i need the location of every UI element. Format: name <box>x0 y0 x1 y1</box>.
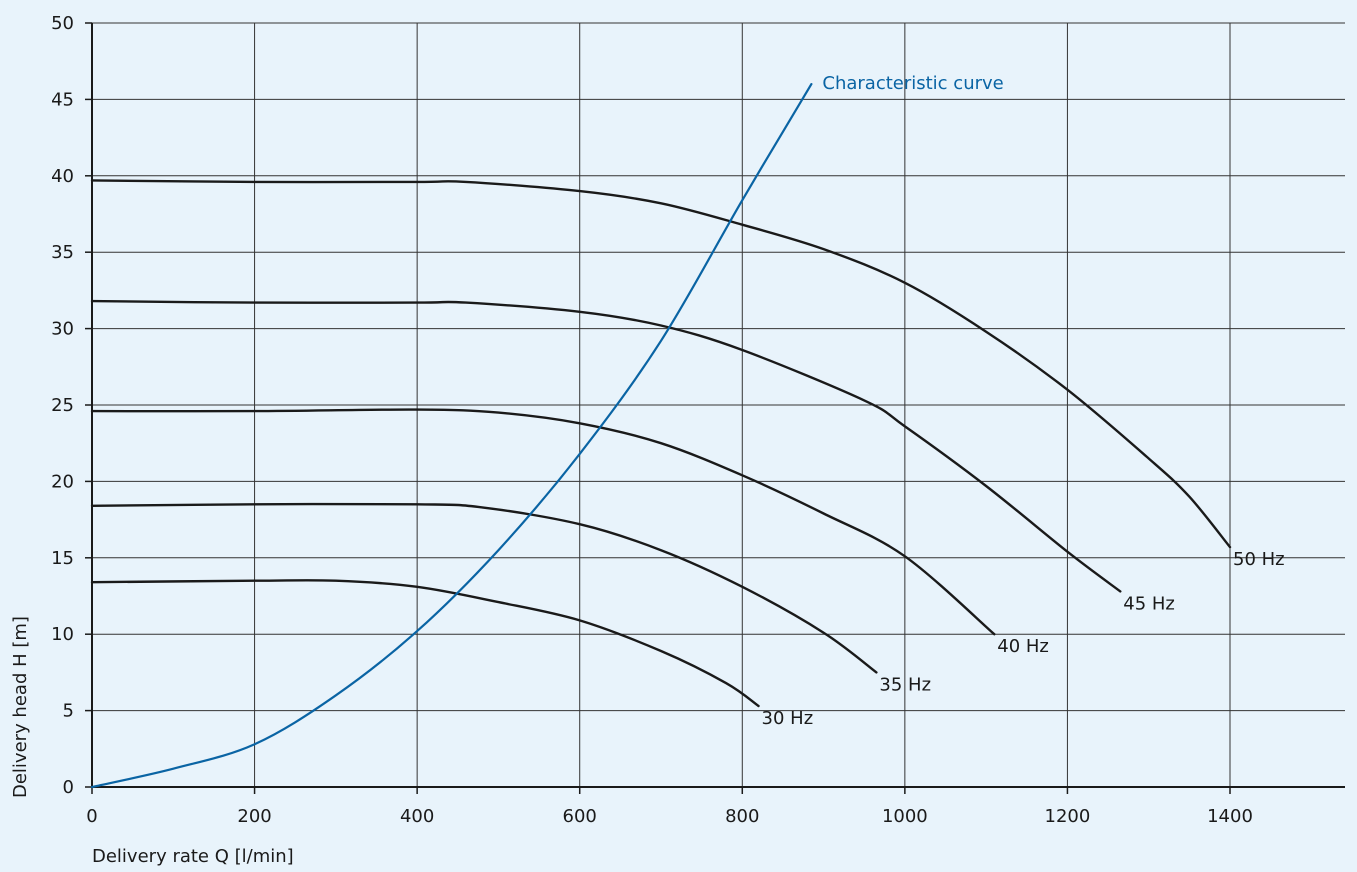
series-label-35-hz: 35 Hz <box>879 674 931 695</box>
series-label-45-hz: 45 Hz <box>1123 593 1175 614</box>
curves <box>90 83 1232 789</box>
y-tick-label: 10 <box>51 624 74 645</box>
y-tick-label: 35 <box>51 242 74 263</box>
series-label-40-hz: 40 Hz <box>997 636 1049 657</box>
series-line-30-hz <box>90 579 760 708</box>
series-line-45-hz <box>90 299 1122 593</box>
y-tick-label: 30 <box>51 319 74 340</box>
x-tick-label: 600 <box>563 806 597 827</box>
series-line-50-hz <box>90 179 1232 549</box>
y-tick-label: 20 <box>51 471 74 492</box>
series-label-50-hz: 50 Hz <box>1233 549 1285 570</box>
x-axis-title: Delivery rate Q [l/min] <box>92 846 294 867</box>
y-tick-label: 50 <box>51 13 74 34</box>
series-line-35-hz <box>90 502 878 674</box>
series-labels: 50 Hz 45 Hz 40 Hz 35 Hz 30 Hz Characteristic … <box>762 73 1285 729</box>
axes <box>85 22 1345 794</box>
y-axis-title: Delivery head H [m] <box>10 616 31 798</box>
y-tick-label: 5 <box>63 701 74 722</box>
y-tick-label: 0 <box>63 777 74 798</box>
x-tick-label: 800 <box>725 806 759 827</box>
x-tick-label: 1000 <box>882 806 928 827</box>
x-tick-labels: 0 200 400 600 800 1000 1200 1400 <box>86 806 1253 827</box>
x-tick-label: 200 <box>237 806 271 827</box>
y-tick-label: 15 <box>51 548 74 569</box>
y-tick-labels: 0 5 10 15 20 25 30 35 40 45 50 <box>51 13 74 798</box>
y-tick-label: 40 <box>51 166 74 187</box>
series-line-characteristic-curve <box>90 83 813 789</box>
x-tick-label: 0 <box>86 806 97 827</box>
x-tick-label: 1200 <box>1045 806 1091 827</box>
grid-lines <box>92 22 1345 787</box>
y-tick-label: 25 <box>51 395 74 416</box>
x-tick-label: 400 <box>400 806 434 827</box>
series-label-characteristic-curve: Characteristic curve <box>822 73 1003 94</box>
series-label-30-hz: 30 Hz <box>762 708 814 729</box>
y-tick-label: 45 <box>51 89 74 110</box>
series-line-40-hz <box>90 408 996 636</box>
x-tick-label: 1400 <box>1207 806 1253 827</box>
